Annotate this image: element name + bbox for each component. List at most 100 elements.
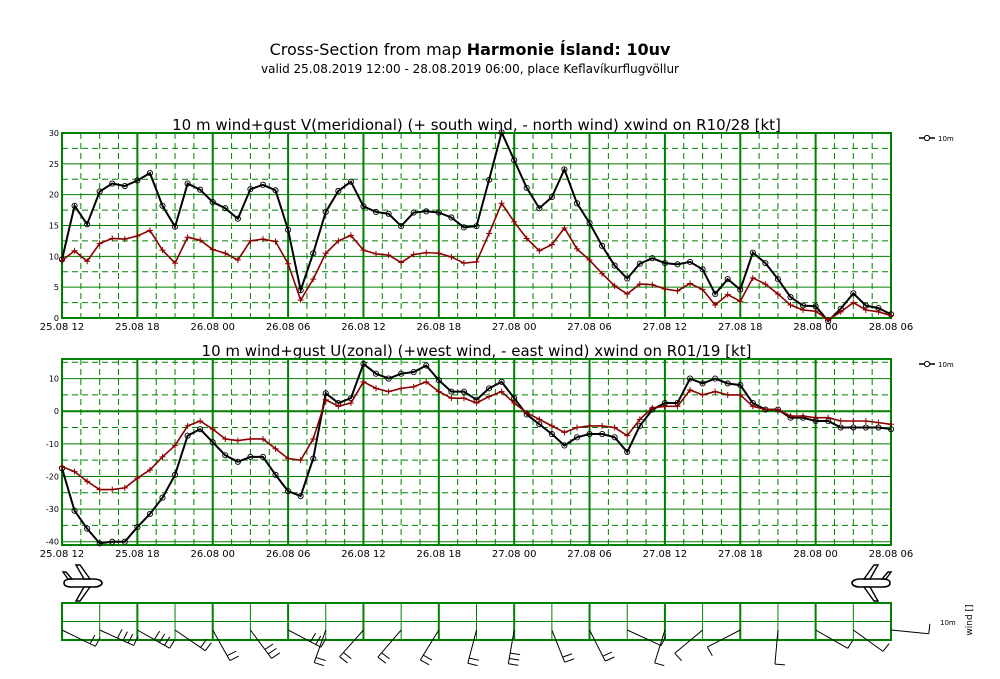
data-point-10m (197, 186, 204, 193)
data-point-gust (222, 250, 229, 257)
barb-axis-label: wind [] (965, 604, 975, 635)
data-point-gust (800, 306, 807, 313)
wind-barb-flag (314, 662, 324, 667)
data-point-10m (435, 209, 442, 216)
data-point-gust (84, 478, 91, 485)
data-point-gust (209, 246, 216, 253)
legend-marker (923, 134, 931, 142)
data-point-10m (548, 194, 555, 201)
data-point-gust (548, 422, 555, 429)
wind-barb-flag (94, 637, 101, 647)
wind-barb-flag (315, 656, 326, 661)
wind-barb (551, 629, 566, 663)
data-point-gust (762, 406, 769, 413)
data-point-gust (385, 252, 392, 259)
data-point-10m (259, 453, 267, 460)
data-point-gust (109, 235, 116, 242)
plane-wings (61, 564, 92, 602)
data-point-10m (636, 260, 643, 267)
page-subtitle: valid 25.08.2019 12:00 - 28.08.2019 06:0… (260, 62, 679, 76)
data-point-10m (410, 369, 417, 376)
series-10m-line (61, 362, 892, 545)
x-tick-label: 26.08 18 (417, 549, 462, 560)
x-tick-label: 27.08 18 (718, 549, 763, 560)
x-tick-label: 26.08 12 (341, 549, 386, 560)
data-point-10m (71, 202, 78, 209)
data-point-10m (197, 426, 204, 433)
data-point-10m (611, 262, 618, 269)
data-point-10m (586, 431, 593, 438)
data-point-10m (84, 525, 91, 532)
data-point-10m (624, 275, 631, 282)
wind-barb-flag (226, 650, 237, 657)
data-point-gust (774, 406, 781, 413)
data-point-10m (498, 378, 505, 385)
data-point-gust (875, 308, 882, 315)
data-point-gust (737, 298, 744, 305)
wind-barb-flag (847, 639, 854, 649)
wind-barb-flag (882, 643, 890, 652)
y-tick-label: 5 (54, 283, 59, 292)
data-point-10m (146, 170, 153, 177)
data-point-10m (724, 276, 731, 283)
data-point-10m (285, 488, 292, 495)
data-point-gust (875, 419, 882, 426)
data-point-10m (712, 375, 719, 382)
wind-barb-flag (339, 656, 348, 664)
x-tick-label: 27.08 12 (643, 322, 688, 333)
wind-barb-flag (169, 639, 176, 649)
data-point-10m (322, 208, 329, 215)
wind-barb-flag (320, 638, 327, 648)
data-point-gust (448, 395, 455, 402)
data-point-10m (335, 187, 342, 195)
wind-barb (815, 629, 848, 649)
data-point-10m (586, 219, 593, 227)
wind-barb-flag (508, 663, 519, 666)
wind-barb-flag (229, 655, 240, 661)
data-point-gust (812, 308, 819, 315)
data-point-10m (423, 362, 430, 369)
data-point-gust (335, 403, 342, 410)
data-point-10m (184, 432, 191, 439)
data-point-gust (172, 260, 179, 267)
data-point-gust (259, 236, 266, 243)
data-point-10m (548, 431, 555, 438)
data-point-gust (536, 247, 543, 254)
y-tick-label: -30 (46, 505, 59, 514)
data-point-gust (624, 432, 631, 439)
plane-body (851, 578, 891, 588)
data-point-10m (473, 223, 480, 230)
data-point-gust (71, 247, 78, 254)
data-point-gust (209, 426, 216, 433)
data-point-gust (385, 388, 392, 395)
data-point-gust (247, 237, 254, 244)
x-tick-label: 27.08 00 (492, 549, 537, 560)
y-tick-label: 30 (49, 129, 59, 138)
legend-label: 10m (938, 135, 954, 143)
data-point-gust (749, 403, 756, 410)
data-point-gust (222, 435, 229, 442)
data-point-gust (134, 475, 141, 482)
wind-barb (707, 629, 741, 648)
data-point-gust (561, 224, 568, 231)
data-point-10m (398, 223, 405, 230)
data-point-gust (347, 232, 354, 239)
data-point-gust (636, 416, 643, 423)
wind-barb-flag (310, 632, 317, 643)
data-point-gust (109, 486, 116, 493)
data-point-gust (674, 403, 681, 410)
data-point-10m (624, 448, 631, 456)
data-point-10m (310, 455, 317, 462)
wind-barb (774, 629, 779, 665)
page-title: Cross-Section from map Harmonie Ísland: … (0, 40, 940, 60)
data-point-10m (96, 540, 103, 547)
data-point-gust (373, 385, 380, 392)
data-point-10m (372, 370, 380, 377)
data-point-10m (372, 208, 380, 215)
wind-barb (853, 629, 884, 652)
data-point-10m (109, 180, 116, 187)
wind-barb-flag (706, 646, 713, 656)
x-tick-label: 26.08 06 (266, 322, 311, 333)
x-tick-label: 26.08 18 (417, 322, 462, 333)
data-point-10m (171, 223, 179, 230)
